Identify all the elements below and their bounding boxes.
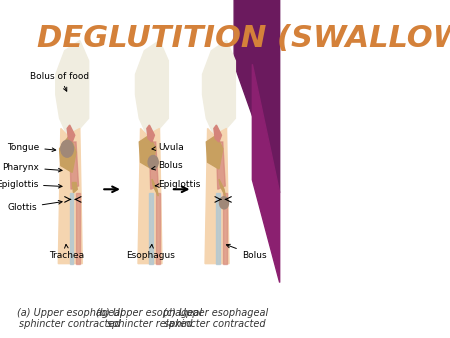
Text: Uvula: Uvula: [152, 143, 184, 151]
Polygon shape: [252, 64, 279, 283]
Polygon shape: [147, 125, 154, 142]
Text: DEGLUTITION (SWALLOWING): DEGLUTITION (SWALLOWING): [37, 24, 450, 53]
Polygon shape: [58, 128, 82, 264]
Polygon shape: [59, 135, 76, 172]
Text: Bolus: Bolus: [226, 244, 266, 260]
Polygon shape: [152, 179, 158, 196]
Text: Esophagus: Esophagus: [126, 244, 176, 260]
Polygon shape: [76, 193, 80, 264]
Circle shape: [220, 197, 229, 209]
Polygon shape: [72, 183, 77, 193]
Polygon shape: [70, 142, 79, 189]
Polygon shape: [70, 193, 73, 264]
Polygon shape: [216, 142, 225, 189]
Text: Bolus of food: Bolus of food: [30, 72, 89, 91]
Polygon shape: [234, 0, 279, 193]
Polygon shape: [149, 193, 153, 264]
Polygon shape: [206, 135, 223, 169]
Text: Tongue: Tongue: [7, 143, 56, 151]
Text: (c) Upper esophageal
sphincter contracted: (c) Upper esophageal sphincter contracte…: [162, 308, 268, 329]
Polygon shape: [219, 179, 225, 196]
Polygon shape: [216, 193, 220, 264]
Text: Trachea: Trachea: [50, 244, 85, 260]
Polygon shape: [56, 41, 89, 135]
Text: Epiglottis: Epiglottis: [155, 180, 201, 189]
Text: Pharynx: Pharynx: [2, 163, 62, 172]
Text: Glottis: Glottis: [7, 200, 62, 212]
Text: Bolus: Bolus: [152, 161, 183, 170]
Polygon shape: [156, 193, 159, 264]
Polygon shape: [205, 128, 229, 264]
Polygon shape: [138, 128, 162, 264]
Polygon shape: [223, 193, 226, 264]
Text: (b) Upper esophageal
sphincter relaxed: (b) Upper esophageal sphincter relaxed: [96, 308, 202, 329]
Polygon shape: [149, 142, 158, 189]
Polygon shape: [202, 41, 235, 135]
Polygon shape: [214, 125, 221, 142]
Polygon shape: [135, 41, 168, 135]
Text: Epiglottis: Epiglottis: [0, 180, 62, 189]
Polygon shape: [67, 125, 75, 142]
Circle shape: [148, 155, 158, 169]
Text: (a) Upper esophageal
sphincter contracted: (a) Upper esophageal sphincter contracte…: [17, 308, 123, 329]
Polygon shape: [139, 135, 156, 169]
Circle shape: [61, 140, 73, 157]
